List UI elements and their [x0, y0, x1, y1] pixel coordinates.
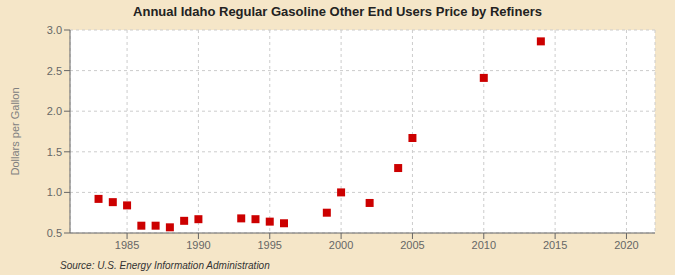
svg-text:1.0: 1.0: [47, 186, 62, 198]
svg-text:1985: 1985: [115, 239, 139, 251]
svg-text:2.5: 2.5: [47, 65, 62, 77]
svg-text:1995: 1995: [258, 239, 282, 251]
html-text:Annual Idaho Regular Gasoline: Annual Idaho Regular Gasoline Other End …: [133, 4, 542, 19]
svg-text:2020: 2020: [614, 239, 638, 251]
svg-text:2005: 2005: [400, 239, 424, 251]
svg-text:1.5: 1.5: [47, 146, 62, 158]
svg-text:3.0: 3.0: [47, 24, 62, 36]
svg-text:1990: 1990: [186, 239, 210, 251]
svg-text:2000: 2000: [329, 239, 353, 251]
svg-text:0.5: 0.5: [47, 227, 62, 239]
svg-text:2.0: 2.0: [47, 105, 62, 117]
svg-text:2010: 2010: [472, 239, 496, 251]
svg-text:2015: 2015: [543, 239, 567, 251]
svg-text:Dollars per Gallon: Dollars per Gallon: [9, 87, 21, 175]
html-text:Source: U.S. Energy Informatio: Source: U.S. Energy Information Administ…: [60, 260, 270, 271]
